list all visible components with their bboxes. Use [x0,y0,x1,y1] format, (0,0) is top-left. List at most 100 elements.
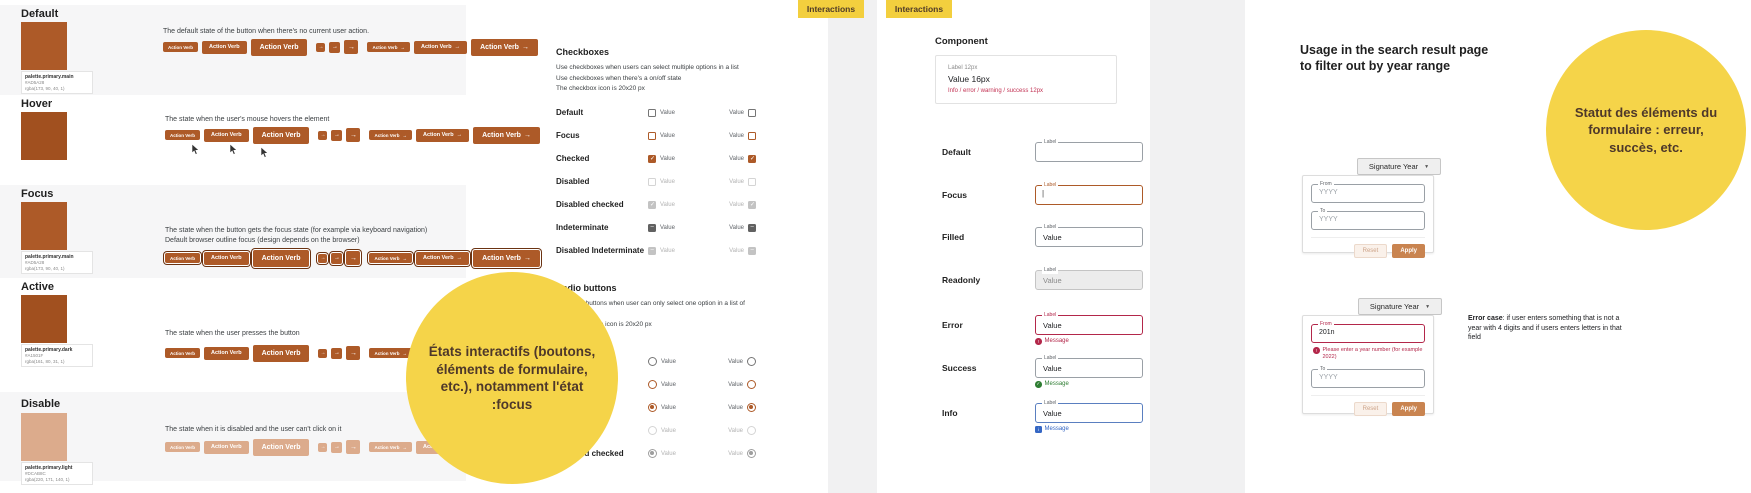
action-button-medium[interactable]: Action Verb [204,440,249,454]
arrow-icon-button-large[interactable]: → [346,251,361,265]
arrow-icon-button-small[interactable]: → [318,130,328,140]
action-arrow-button-small[interactable]: Action Verb → [369,253,412,263]
arrow-icon-button-medium[interactable]: → [331,252,343,264]
checkbox-value-label: Value [729,132,744,139]
action-arrow-button-small[interactable]: Action Verb → [369,348,412,358]
signature-year-dropdown[interactable]: Signature Year ▼ [1357,158,1441,175]
radio-default[interactable] [648,357,657,366]
radio-checked[interactable] [747,403,756,412]
to-field[interactable]: To YYYY [1311,208,1425,230]
cursor-icon [229,144,238,155]
action-arrow-button-large[interactable]: Action Verb→ [473,126,540,144]
text-field-success[interactable]: Label Value [1035,355,1143,378]
action-button-medium[interactable]: Action Verb [204,251,249,265]
action-button-large[interactable]: Action Verb [252,126,310,144]
text-field-filled[interactable]: Label Value [1035,224,1143,247]
radio-checked[interactable] [648,403,657,412]
color-swatch [21,295,67,343]
checkbox-default[interactable] [648,108,656,117]
arrow-icon-button-medium[interactable]: → [331,129,343,141]
checkbox-value-label: Value [729,224,744,231]
component-title: Component [935,36,988,47]
text-field-info[interactable]: Label Value [1035,400,1143,423]
arrow-icon-button-small[interactable]: → [318,348,328,358]
tab-interactions-1[interactable]: Interactions [798,0,864,18]
swatch-token: palette.primary.main [25,74,74,80]
action-button-large[interactable]: Action Verb [250,38,308,56]
arrow-icon: → [318,44,324,50]
signature-year-dropdown[interactable]: Signature Year ▼ [1358,298,1442,315]
arrow-icon: → [333,255,340,261]
checkbox-checked[interactable] [648,154,656,163]
action-button-small[interactable]: Action Verb [165,130,201,140]
action-arrow-button-large[interactable]: Action Verb→ [473,249,540,267]
action-button-small[interactable]: Action Verb [165,348,201,358]
state-description: The state when the button gets the focus… [165,227,428,244]
action-button-medium[interactable]: Action Verb [204,128,249,142]
checkbox-focus[interactable] [648,131,656,140]
checkbox-indeterminate[interactable] [748,223,756,232]
arrow-icon: → [402,132,408,138]
arrow-icon-button-large[interactable]: → [344,40,359,54]
checkbox-default[interactable] [748,108,756,117]
arrow-icon-button-large[interactable]: → [346,128,361,142]
text-field-default[interactable]: Label [1035,139,1143,162]
to-field[interactable]: To YYYY [1311,366,1425,388]
action-button-medium[interactable]: Action Verb [202,40,247,54]
action-arrow-button-small[interactable]: Action Verb → [369,442,412,452]
checkbox-focus[interactable] [748,131,756,140]
from-field[interactable]: From YYYY [1311,181,1425,203]
action-arrow-button-small[interactable]: Action Verb → [369,130,412,140]
checkbox-indeterminate[interactable] [648,223,656,232]
guideline: The checkbox icon is 20x20 px [556,85,645,92]
checkbox-checked[interactable] [748,154,756,163]
arrow-icon-button-large[interactable]: → [346,346,361,360]
action-button-large[interactable]: Action Verb [252,344,310,362]
arrow-icon-button-medium[interactable]: → [331,347,343,359]
checkbox-state-label: Indeterminate [556,223,609,232]
arrow-icon-button-small[interactable]: → [318,253,328,263]
field-value: Value [1043,321,1062,330]
arrow-icon-button-small[interactable]: → [316,42,326,52]
state-row-disable: Disable palette.primary.light #DCAB8C rg… [0,392,540,485]
field-state-label: Focus [942,190,968,200]
arrow-icon-button-medium[interactable]: → [329,41,341,53]
action-arrow-button-medium[interactable]: Action Verb→ [416,251,470,265]
radio-value-label: Value [728,427,743,434]
checkbox-state-label: Disabled [556,177,590,186]
arrow-icon: → [320,132,326,138]
reset-button[interactable]: Reset [1353,402,1388,416]
action-arrow-button-small[interactable]: Action Verb → [367,42,410,52]
text-field-error[interactable]: Label Value [1035,312,1143,335]
action-button-large[interactable]: Action Verb [252,438,310,456]
field-state-label: Success [942,363,977,373]
panel-footer: Reset Apply [1311,395,1425,423]
swatch-token: palette.primary.dark [25,347,73,353]
action-button-small[interactable]: Action Verb [165,442,201,452]
radio-default[interactable] [747,357,756,366]
action-arrow-button-medium[interactable]: Action Verb→ [416,128,470,142]
action-button-large[interactable]: Action Verb [252,249,310,267]
arrow-icon-button-large[interactable]: → [346,440,361,454]
radio-focus[interactable] [648,380,657,389]
action-arrow-button-medium[interactable]: Action Verb→ [414,40,468,54]
action-button-small[interactable]: Action Verb [165,253,201,263]
color-swatch [21,22,67,70]
arrow-icon-button-medium[interactable]: → [331,441,343,453]
cursor-icon [260,147,269,158]
field-value: Value [1043,233,1062,242]
radio-focus[interactable] [747,380,756,389]
arrow-icon-button-small[interactable]: → [318,442,328,452]
action-button-small[interactable]: Action Verb [163,42,199,52]
radio-disabled-checked [747,449,756,458]
apply-button[interactable]: Apply [1392,244,1425,258]
action-button-medium[interactable]: Action Verb [204,346,249,360]
apply-button[interactable]: Apply [1392,402,1425,416]
tab-interactions-2[interactable]: Interactions [886,0,952,18]
text-field-focus[interactable]: Label [1035,182,1143,205]
from-field-error[interactable]: From 201n [1311,321,1425,343]
reset-button[interactable]: Reset [1353,244,1388,258]
action-arrow-button-large[interactable]: Action Verb→ [471,38,538,56]
checkbox-row: Checked Value Value [556,147,756,170]
swatch-caption: palette.primary.light #DCAB8C rgba(220, … [21,462,93,485]
